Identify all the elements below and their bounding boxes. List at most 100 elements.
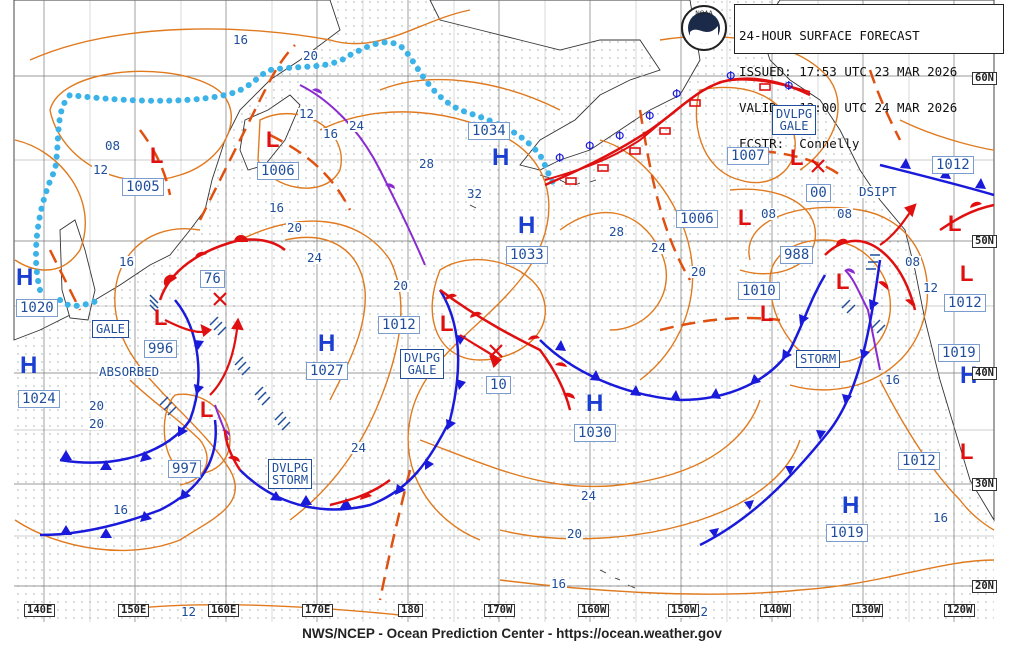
longitude-label: 130W [852, 604, 884, 617]
isobar-label: 12 [922, 280, 940, 295]
developing-storm-box: DVLPG STORM [268, 459, 313, 489]
isobar-label: 12 [180, 604, 198, 619]
asia-landmass [13, 0, 341, 341]
isobar-label: 20 [88, 416, 106, 431]
isobar-label: 08 [904, 254, 922, 269]
latitude-label: 50N [972, 235, 997, 248]
dissipating-label: DSIPT [858, 184, 898, 199]
isobar-label: 20 [690, 264, 708, 279]
high-pressure: 1030 [574, 424, 616, 442]
developing-gale-box: DVLPG GALE [772, 105, 817, 135]
isobar-label: 08 [760, 206, 778, 221]
high-symbol: H [20, 352, 38, 379]
low-symbol: L [154, 305, 168, 330]
longitude-label: 160W [578, 604, 610, 617]
longitude-label: 170W [484, 604, 516, 617]
high-symbol: H [518, 212, 536, 239]
svg-text:Φ: Φ [645, 109, 654, 123]
high-pressure: 1019 [826, 524, 868, 542]
high-pressure: 1033 [506, 246, 548, 264]
low-pressure: 1005 [122, 178, 164, 196]
longitude-label: 120W [944, 604, 976, 617]
low-pressure: 988 [780, 246, 814, 264]
low-pressure: 1012 [932, 156, 974, 174]
isobar-label: 20 [392, 278, 410, 293]
isobar-label: 24 [580, 488, 598, 503]
header-title: 24-HOUR SURFACE FORECAST [739, 28, 920, 43]
isobar-label: 20 [286, 220, 304, 235]
low-pressure: 997 [168, 460, 202, 478]
high-pressure: 1027 [306, 362, 348, 380]
ice-edge [33, 39, 558, 309]
track-arrows [164, 203, 917, 396]
isobar-label: 20 [566, 526, 584, 541]
isobar-label: 12 [298, 106, 316, 121]
forecast-header: 24-HOUR SURFACE FORECAST ISSUED: 17:53 U… [734, 4, 1004, 150]
high-pressure: 1019 [938, 344, 980, 362]
low-symbol: L [440, 311, 454, 336]
isobar-label: 28 [418, 156, 436, 171]
isobar-label: 16 [112, 502, 130, 517]
low-pressure: 1012 [378, 316, 420, 334]
low-pressure: 10 [486, 376, 511, 394]
high-pressure: 1020 [16, 299, 58, 317]
north-america-coast [759, 0, 995, 522]
low-symbol: L [948, 211, 962, 236]
low-pressure: 1007 [727, 147, 769, 165]
longitude-label: 150W [668, 604, 700, 617]
absorbed-label: ABSORBED [98, 364, 161, 379]
isobar-label: 24 [306, 250, 324, 265]
isobar-label: 24 [350, 440, 368, 455]
low-pressure: 1010 [738, 282, 780, 300]
isobar-label: 24 [348, 118, 366, 133]
wind-barbs [149, 254, 886, 431]
isobar-label: 08 [104, 138, 122, 153]
longitude-label: 140W [760, 604, 792, 617]
svg-text:Φ: Φ [555, 151, 564, 165]
high-symbol: H [318, 330, 336, 357]
high-pressure: 1034 [468, 122, 510, 140]
svg-text:Φ: Φ [585, 139, 594, 153]
isobar-label: 24 [650, 240, 668, 255]
occluded-fronts [214, 84, 881, 441]
alaska [429, 0, 701, 171]
latitude-label: 60N [972, 72, 997, 85]
low-symbol: L [760, 301, 774, 326]
troughs [48, 44, 902, 601]
low-center-x-marks [213, 159, 825, 358]
isobars [14, 9, 995, 616]
svg-text:Φ: Φ [615, 129, 624, 143]
low-pressure: 996 [144, 340, 178, 358]
isobar-label: 28 [608, 224, 626, 239]
latitude-label: 30N [972, 478, 997, 491]
isobar-label: 16 [550, 576, 568, 591]
low-symbol: L [266, 127, 280, 152]
high-symbol: H [16, 264, 34, 291]
high-symbol: H [586, 390, 604, 417]
longitude-label: 160E [208, 604, 240, 617]
isobar-label: 16 [268, 200, 286, 215]
header-issued: ISSUED: 17:53 UTC 23 MAR 2026 [739, 64, 958, 79]
svg-text:Φ: Φ [726, 69, 735, 83]
latitude-label: 20N [972, 580, 997, 593]
low-pressure: 1012 [898, 452, 940, 470]
isobar-label: 20 [302, 48, 320, 63]
japan-islands [59, 219, 96, 321]
low-symbol: L [790, 145, 804, 170]
low-pressure: 1006 [676, 210, 718, 228]
latitude-label: 40N [972, 367, 997, 380]
storm-warning-box: STORM [796, 350, 841, 368]
svg-text:Φ: Φ [672, 87, 681, 101]
high-symbol: H [492, 144, 510, 171]
stationary-front: Φ Φ Φ Φ Φ Φ Φ [544, 69, 811, 185]
warm-front-semicircles [163, 201, 982, 500]
low-symbol: L [200, 397, 214, 422]
footer-credit: NWS/NCEP - Ocean Prediction Center - htt… [302, 626, 722, 641]
isobar-label: 16 [118, 254, 136, 269]
longitude-label: 140E [24, 604, 56, 617]
aleutian-chain [469, 174, 597, 209]
low-pressure: 1006 [257, 162, 299, 180]
isobar-label: 16 [884, 372, 902, 387]
isobar-label: 16 [932, 510, 950, 525]
